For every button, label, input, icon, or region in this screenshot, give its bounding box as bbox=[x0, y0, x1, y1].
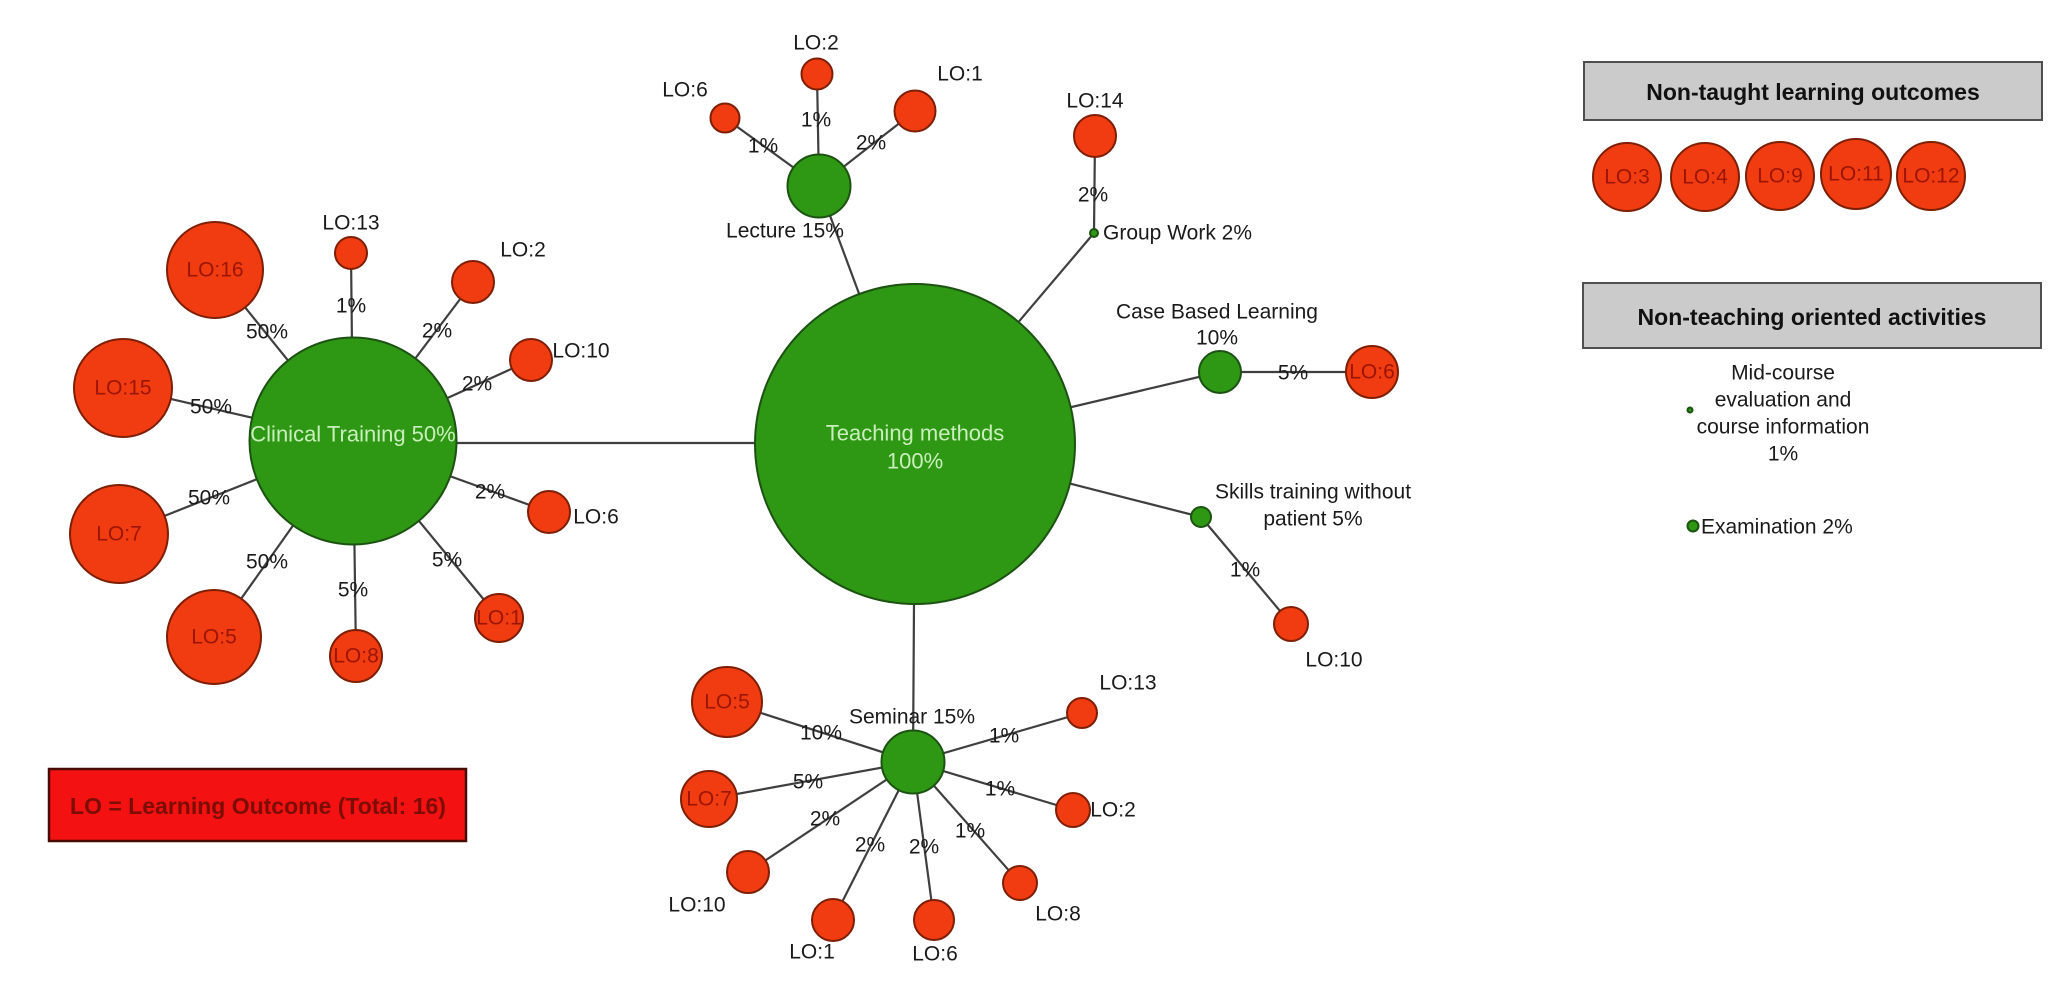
svg-text:LO:1: LO:1 bbox=[789, 941, 835, 964]
svg-text:5%: 5% bbox=[338, 579, 368, 602]
svg-text:LO:6: LO:6 bbox=[912, 943, 958, 966]
svg-text:Examination 2%: Examination 2% bbox=[1701, 516, 1853, 539]
svg-text:LO:12: LO:12 bbox=[1902, 165, 1959, 188]
svg-text:1%: 1% bbox=[748, 135, 778, 158]
svg-text:100%: 100% bbox=[887, 449, 943, 474]
svg-text:50%: 50% bbox=[190, 396, 232, 419]
svg-text:Skills training without: Skills training without bbox=[1215, 481, 1411, 504]
svg-text:LO:7: LO:7 bbox=[96, 523, 142, 546]
svg-text:2%: 2% bbox=[855, 834, 885, 857]
svg-text:LO:6: LO:6 bbox=[1349, 361, 1395, 384]
svg-text:5%: 5% bbox=[432, 549, 462, 572]
svg-text:LO:11: LO:11 bbox=[1828, 163, 1884, 186]
svg-text:LO:16: LO:16 bbox=[186, 259, 243, 282]
svg-text:LO:5: LO:5 bbox=[704, 691, 750, 714]
svg-text:1%: 1% bbox=[985, 778, 1015, 801]
svg-text:5%: 5% bbox=[1278, 362, 1308, 385]
svg-text:2%: 2% bbox=[422, 320, 452, 343]
svg-text:LO:2: LO:2 bbox=[793, 32, 839, 55]
svg-text:LO:10: LO:10 bbox=[552, 340, 609, 363]
svg-text:LO:6: LO:6 bbox=[573, 506, 619, 529]
svg-text:LO:5: LO:5 bbox=[191, 626, 237, 649]
svg-text:LO:10: LO:10 bbox=[1305, 649, 1362, 672]
svg-text:Seminar 15%: Seminar 15% bbox=[849, 706, 975, 729]
svg-text:2%: 2% bbox=[475, 481, 505, 504]
svg-text:LO:7: LO:7 bbox=[686, 788, 732, 811]
svg-text:LO:6: LO:6 bbox=[662, 79, 708, 102]
svg-text:1%: 1% bbox=[1768, 443, 1798, 466]
svg-text:Group Work 2%: Group Work 2% bbox=[1103, 222, 1252, 245]
svg-text:LO:2: LO:2 bbox=[1090, 799, 1136, 822]
svg-text:patient 5%: patient 5% bbox=[1263, 508, 1362, 531]
svg-text:LO:3: LO:3 bbox=[1604, 166, 1650, 189]
svg-text:Clinical Training 50%: Clinical Training 50% bbox=[250, 422, 455, 447]
svg-text:LO:9: LO:9 bbox=[1757, 165, 1803, 188]
svg-text:1%: 1% bbox=[955, 820, 985, 843]
svg-text:2%: 2% bbox=[810, 808, 840, 831]
svg-text:LO:2: LO:2 bbox=[500, 239, 546, 262]
svg-text:1%: 1% bbox=[801, 109, 831, 132]
svg-text:course information: course information bbox=[1697, 416, 1870, 439]
svg-text:50%: 50% bbox=[246, 321, 288, 344]
svg-text:Case Based Learning: Case Based Learning bbox=[1116, 301, 1318, 324]
svg-text:10%: 10% bbox=[800, 722, 842, 745]
svg-text:LO:1: LO:1 bbox=[476, 607, 522, 630]
svg-text:LO:4: LO:4 bbox=[1682, 166, 1728, 189]
svg-text:LO:14: LO:14 bbox=[1066, 90, 1124, 113]
svg-text:Mid-course: Mid-course bbox=[1731, 362, 1835, 385]
svg-text:Lecture 15%: Lecture 15% bbox=[726, 220, 844, 243]
svg-text:LO:1: LO:1 bbox=[937, 63, 983, 86]
svg-text:2%: 2% bbox=[462, 373, 492, 396]
svg-text:2%: 2% bbox=[909, 836, 939, 859]
svg-text:1%: 1% bbox=[989, 725, 1019, 748]
svg-text:50%: 50% bbox=[188, 487, 230, 510]
svg-text:50%: 50% bbox=[246, 551, 288, 574]
svg-text:5%: 5% bbox=[793, 771, 823, 794]
svg-text:LO:13: LO:13 bbox=[322, 212, 379, 235]
svg-text:LO:10: LO:10 bbox=[668, 894, 725, 917]
svg-text:LO:8: LO:8 bbox=[1035, 903, 1081, 926]
svg-text:Non-teaching oriented activiti: Non-teaching oriented activities bbox=[1638, 304, 1987, 330]
svg-text:evaluation and: evaluation and bbox=[1715, 389, 1852, 412]
svg-text:2%: 2% bbox=[856, 132, 886, 155]
svg-text:1%: 1% bbox=[1230, 559, 1260, 582]
svg-text:LO:15: LO:15 bbox=[94, 377, 151, 400]
svg-text:10%: 10% bbox=[1196, 327, 1238, 350]
svg-text:Non-taught learning outcomes: Non-taught learning outcomes bbox=[1646, 79, 1980, 105]
svg-text:LO = Learning Outcome (Total:: LO = Learning Outcome (Total: 16) bbox=[70, 793, 446, 819]
svg-text:Teaching methods: Teaching methods bbox=[826, 421, 1005, 446]
svg-text:2%: 2% bbox=[1078, 184, 1108, 207]
svg-text:LO:13: LO:13 bbox=[1099, 672, 1156, 695]
svg-text:1%: 1% bbox=[336, 295, 366, 318]
svg-text:LO:8: LO:8 bbox=[333, 645, 379, 668]
